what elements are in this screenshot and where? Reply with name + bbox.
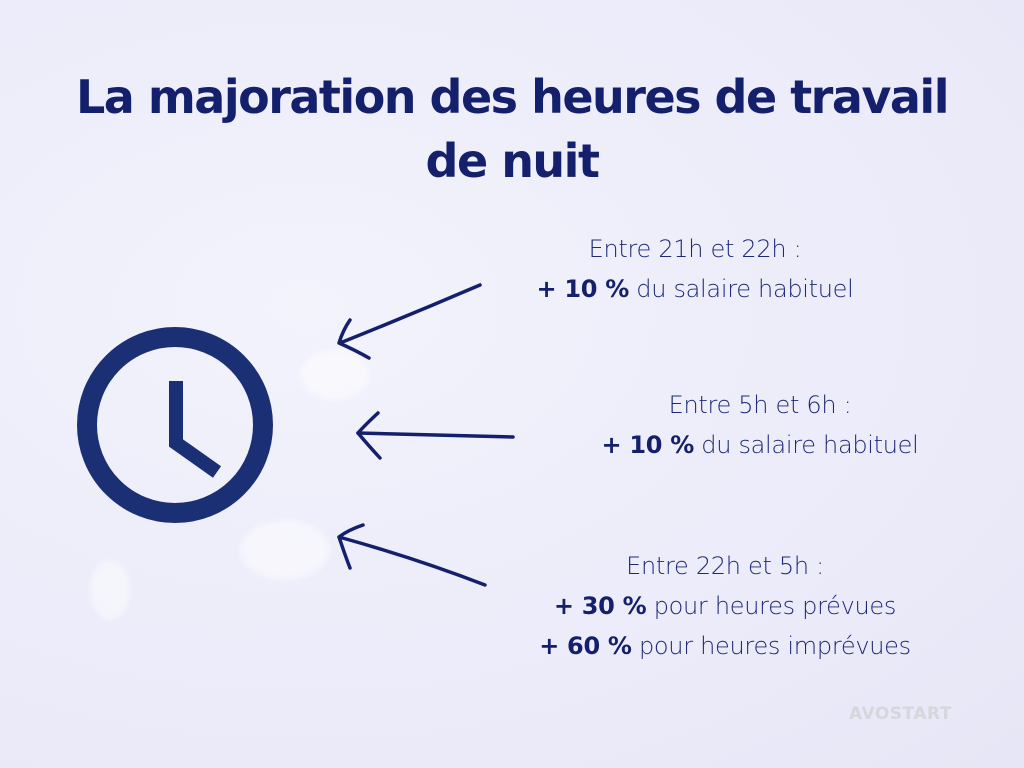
block-line: + 60 % pour heures imprévues — [505, 626, 945, 666]
info-block-22h-5h: Entre 22h et 5h : + 30 % pour heures pré… — [505, 546, 945, 666]
clock-icon — [77, 327, 273, 523]
block-heading: Entre 5h et 6h : — [668, 391, 852, 419]
percentage-value: + 10 % — [536, 275, 629, 303]
percentage-value: + 30 % — [553, 592, 647, 620]
info-block-21h-22h: Entre 21h et 22h : + 10 % du salaire hab… — [500, 229, 890, 309]
line-text: pour heures prévues — [646, 592, 897, 620]
percentage-value: + 10 % — [601, 431, 694, 459]
info-block-5h-6h: Entre 5h et 6h : + 10 % du salaire habit… — [560, 385, 960, 465]
block-line: + 10 % du salaire habituel — [560, 425, 960, 465]
block-heading: Entre 21h et 22h : — [588, 235, 802, 263]
line-text: pour heures imprévues — [631, 632, 911, 660]
background-texture — [300, 350, 370, 400]
title-line-1: La majoration des heures de travail — [76, 69, 949, 124]
arrow-left-icon — [337, 523, 487, 587]
title-line-2: de nuit — [425, 133, 600, 188]
line-text: du salaire habituel — [628, 275, 854, 303]
arrow-left-icon — [337, 283, 482, 360]
brand-watermark: AVOSTART — [849, 704, 952, 724]
block-line: + 30 % pour heures prévues — [505, 586, 945, 626]
page-title: La majoration des heures de travail de n… — [0, 65, 1024, 193]
block-heading: Entre 22h et 5h : — [626, 552, 824, 580]
percentage-value: + 60 % — [539, 632, 632, 660]
background-texture — [240, 520, 330, 580]
arrow-left-icon — [356, 411, 515, 460]
block-line: + 10 % du salaire habituel — [500, 269, 890, 309]
background-texture — [90, 560, 130, 620]
line-text: du salaire habituel — [693, 431, 919, 459]
